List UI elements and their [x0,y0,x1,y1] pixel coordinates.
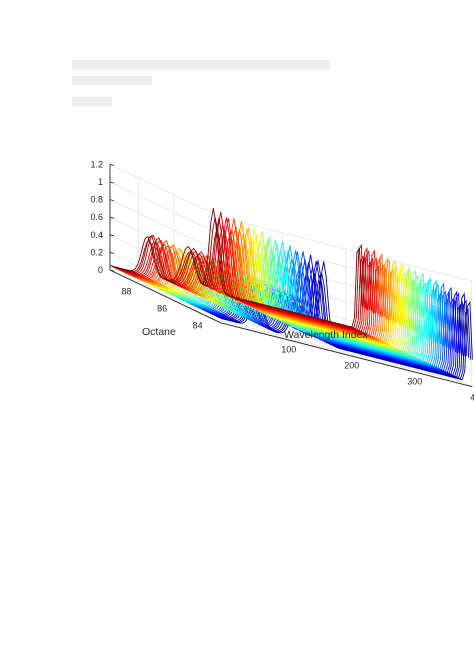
x-tick-label: 100 [281,345,296,355]
z-tick-mark [109,164,115,166]
z-tick-label: 0.8 [90,195,103,205]
x-tick-label: 200 [344,361,359,371]
z-tick-mark [109,234,115,237]
chart-axes [109,164,473,388]
z-tick-label: 1.2 [90,159,103,169]
y-tick-label: 84 [193,321,203,331]
y-axis-label: Octane [142,326,176,338]
z-tick-label: 1 [98,177,103,187]
z-tick-mark [109,199,115,201]
z-tick-mark [109,269,115,272]
x-axis-label: Wavelength Index [284,329,368,341]
tick-labels: 0 0.2 0.4 0.6 0.8 1 1.2 84 86 88 100 200 300 400 [90,159,474,402]
z-tick-label: 0.6 [90,212,103,222]
x-axis-line [220,322,473,388]
z-tick-label: 0 [98,265,103,275]
y-tick-label: 86 [157,304,167,314]
blurred-heading-line-3 [72,97,112,106]
z-tick-mark [109,252,115,254]
z-tick-mark [109,181,115,184]
y-tick-label: 88 [121,287,131,297]
y-axis-line [109,269,221,324]
x-tick-label: 400 [470,393,474,403]
blurred-heading-line-1 [72,60,330,70]
spectrum-line [109,208,363,328]
z-tick-label: 0.4 [90,230,103,240]
spectra-curves [109,208,473,381]
z-tick-label: 0.2 [90,247,103,257]
x-tick-label: 300 [407,377,422,387]
z-tick-mark [109,216,115,219]
blurred-heading-line-2 [72,76,152,85]
